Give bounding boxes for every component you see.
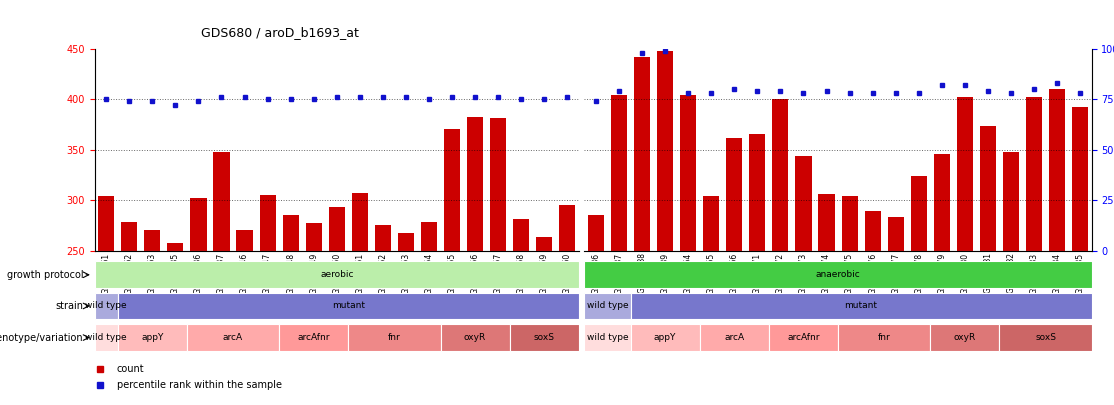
- Text: GDS680 / aroD_b1693_at: GDS680 / aroD_b1693_at: [201, 26, 359, 39]
- Bar: [121, 222, 137, 251]
- Text: wild type: wild type: [86, 333, 127, 342]
- Bar: [444, 129, 460, 251]
- Bar: [864, 211, 881, 251]
- Text: soxS: soxS: [1035, 333, 1056, 342]
- Bar: [750, 134, 765, 251]
- Bar: [610, 95, 627, 251]
- Bar: [190, 198, 206, 251]
- Bar: [144, 230, 160, 251]
- Text: strain: strain: [56, 301, 84, 311]
- Bar: [700, 324, 769, 351]
- Bar: [930, 324, 999, 351]
- Bar: [95, 293, 118, 319]
- Text: appY: appY: [141, 333, 164, 342]
- Bar: [510, 324, 579, 351]
- Bar: [957, 97, 973, 251]
- Bar: [167, 243, 184, 251]
- Text: wild type: wild type: [587, 333, 628, 342]
- Text: soxS: soxS: [534, 333, 555, 342]
- Bar: [1049, 89, 1065, 251]
- Text: genotype/variation: genotype/variation: [0, 333, 84, 343]
- Bar: [98, 196, 115, 251]
- Bar: [838, 324, 930, 351]
- Text: arcAfnr: arcAfnr: [788, 333, 820, 342]
- Bar: [1003, 152, 1019, 251]
- Text: arcA: arcA: [724, 333, 744, 342]
- Bar: [440, 324, 510, 351]
- Bar: [703, 196, 720, 251]
- Bar: [398, 233, 414, 251]
- Bar: [352, 193, 368, 251]
- Bar: [305, 223, 322, 251]
- Bar: [95, 324, 118, 351]
- Bar: [514, 219, 529, 251]
- Text: arcA: arcA: [223, 333, 243, 342]
- Bar: [588, 215, 604, 251]
- Text: oxyR: oxyR: [954, 333, 976, 342]
- Bar: [1026, 97, 1042, 251]
- Text: oxyR: oxyR: [463, 333, 486, 342]
- Bar: [795, 156, 811, 251]
- Text: mutant: mutant: [332, 301, 364, 311]
- Text: wild type: wild type: [86, 301, 127, 311]
- Text: anaerobic: anaerobic: [815, 270, 860, 279]
- Bar: [559, 205, 575, 251]
- Text: fnr: fnr: [388, 333, 401, 342]
- Text: arcAfnr: arcAfnr: [297, 333, 330, 342]
- Bar: [841, 196, 858, 251]
- Text: mutant: mutant: [844, 301, 878, 311]
- Text: count: count: [117, 364, 145, 373]
- Bar: [634, 57, 651, 251]
- Bar: [118, 324, 187, 351]
- Bar: [657, 51, 673, 251]
- Bar: [349, 324, 440, 351]
- Bar: [329, 207, 345, 251]
- Text: fnr: fnr: [878, 333, 890, 342]
- Bar: [819, 194, 834, 251]
- Bar: [772, 99, 789, 251]
- Bar: [980, 126, 996, 251]
- Bar: [631, 324, 700, 351]
- Bar: [585, 293, 631, 319]
- Bar: [585, 324, 631, 351]
- Bar: [934, 154, 950, 251]
- Text: appY: appY: [654, 333, 676, 342]
- Bar: [260, 195, 275, 251]
- Bar: [421, 222, 437, 251]
- Bar: [536, 237, 553, 251]
- Bar: [283, 215, 299, 251]
- Bar: [680, 95, 696, 251]
- Bar: [214, 152, 229, 251]
- Bar: [888, 217, 903, 251]
- Bar: [280, 324, 349, 351]
- Text: wild type: wild type: [587, 301, 628, 311]
- Bar: [1072, 107, 1088, 251]
- Bar: [374, 225, 391, 251]
- Bar: [187, 324, 280, 351]
- Bar: [467, 117, 483, 251]
- Bar: [999, 324, 1092, 351]
- Text: growth protocol: growth protocol: [7, 270, 84, 280]
- Bar: [911, 176, 927, 251]
- Text: percentile rank within the sample: percentile rank within the sample: [117, 380, 282, 390]
- Bar: [769, 324, 838, 351]
- Bar: [726, 138, 742, 251]
- Text: aerobic: aerobic: [320, 270, 353, 279]
- Bar: [236, 230, 253, 251]
- Bar: [490, 118, 506, 251]
